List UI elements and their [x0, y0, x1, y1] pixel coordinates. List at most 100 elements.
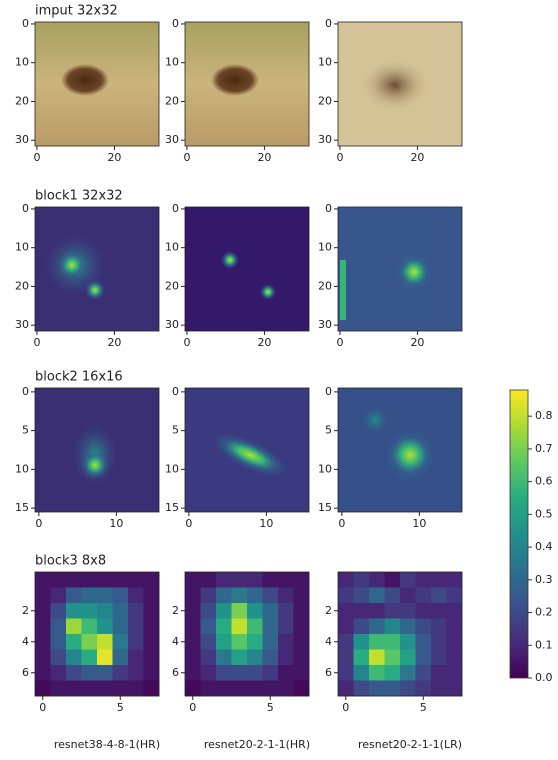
heatmap-cell: [263, 619, 279, 635]
y-tick-label: 10: [15, 56, 29, 69]
heatmap-cell: [144, 603, 160, 619]
colorbar-tick-label: 0.1: [535, 638, 553, 651]
y-tick-label: 0: [325, 385, 332, 398]
heatmap-cell: [278, 619, 294, 635]
y-tick-label: 30: [15, 133, 29, 146]
y-tick-label: 0: [325, 202, 332, 215]
heatmap-cell: [385, 681, 401, 697]
heatmap-cell: [369, 650, 385, 666]
heatmap-cell: [128, 634, 144, 650]
heatmap-cell: [66, 619, 82, 635]
heatmap-cell: [66, 665, 82, 681]
heatmap-cell: [400, 665, 416, 681]
heatmap-cell: [294, 572, 310, 588]
x-tick-label: 0: [33, 336, 40, 349]
heatmap-cell: [431, 634, 447, 650]
row-title: block3 8x8: [35, 554, 106, 569]
x-tick-label: 0: [35, 517, 42, 530]
y-tick-label: 2: [22, 604, 29, 617]
heatmap-cell: [447, 619, 463, 635]
heatmap-cell: [82, 619, 98, 635]
heatmap-cell: [216, 603, 232, 619]
heatmap-cell: [447, 634, 463, 650]
y-tick-label: 20: [318, 279, 332, 292]
x-tick-label: 20: [410, 336, 424, 349]
heatmap-cell: [144, 681, 160, 697]
y-tick-label: 4: [325, 635, 332, 648]
y-tick-label: 30: [15, 318, 29, 331]
heatmap-cell: [51, 681, 67, 697]
heatmap-cell: [113, 681, 129, 697]
heatmap-cell: [232, 650, 248, 666]
heatmap-cell: [263, 665, 279, 681]
column-label: resnet20-2-1-1(LR): [358, 738, 462, 751]
heatmap-cell: [247, 572, 263, 588]
heatmap-cell: [278, 603, 294, 619]
y-tick-label: 20: [165, 94, 179, 107]
heatmap-cell: [113, 665, 129, 681]
x-tick-label: 0: [342, 701, 349, 714]
heatmap-cell: [431, 681, 447, 697]
x-tick-label: 0: [189, 701, 196, 714]
heatmap-cell: [113, 634, 129, 650]
x-tick-label: 0: [183, 336, 190, 349]
heatmap-cell: [144, 634, 160, 650]
heatmap-cell: [385, 634, 401, 650]
heatmap-cell: [263, 681, 279, 697]
colorbar-tick-label: 0.5: [535, 507, 553, 520]
y-tick-label: 6: [325, 666, 332, 679]
heatmap-cell: [369, 619, 385, 635]
heatmap-cell: [66, 681, 82, 697]
heatmap-cell: [82, 603, 98, 619]
heatmap-cell: [416, 681, 432, 697]
x-tick-label: 10: [109, 517, 123, 530]
heatmap-cell: [185, 588, 201, 604]
heatmap-cell: [263, 634, 279, 650]
heatmap-cell: [294, 681, 310, 697]
y-tick-label: 0: [172, 202, 179, 215]
heatmap-cell: [82, 681, 98, 697]
y-tick-label: 10: [165, 241, 179, 254]
heatmap-cell: [294, 603, 310, 619]
heatmap-cell: [201, 603, 217, 619]
heatmap-cell: [216, 681, 232, 697]
heatmap-cell: [369, 665, 385, 681]
heatmap-cell: [51, 588, 67, 604]
heatmap-cell: [51, 665, 67, 681]
heatmap-cell: [128, 619, 144, 635]
heatmap-cell: [216, 588, 232, 604]
heatmap-cell: [97, 603, 113, 619]
x-tick-label: 0: [338, 517, 345, 530]
heatmap-cell: [97, 572, 113, 588]
heatmap-cell: [35, 665, 51, 681]
y-tick-label: 10: [165, 56, 179, 69]
heatmap-cell: [416, 572, 432, 588]
heatmap-cell: [247, 603, 263, 619]
heatmap-cell: [294, 665, 310, 681]
y-tick-label: 10: [165, 462, 179, 475]
heatmap-cell: [35, 634, 51, 650]
y-tick-label: 5: [325, 424, 332, 437]
y-tick-label: 10: [15, 462, 29, 475]
heatmap-cell: [185, 619, 201, 635]
colorbar: [510, 390, 528, 678]
heatmap-cell: [400, 603, 416, 619]
heatmap-cell: [51, 634, 67, 650]
heatmap-cell: [400, 634, 416, 650]
x-tick-label: 10: [412, 517, 426, 530]
heatmap-cell: [82, 634, 98, 650]
heatmap-cell: [447, 588, 463, 604]
colorbar-tick-label: 0.2: [535, 606, 553, 619]
heatmap-cell: [278, 665, 294, 681]
heatmap-cell: [294, 634, 310, 650]
heatmap-cell: [416, 634, 432, 650]
heatmap-cell: [201, 650, 217, 666]
heatmap-cell: [400, 572, 416, 588]
heatmap-cell: [232, 603, 248, 619]
y-tick-label: 5: [172, 424, 179, 437]
heatmap-cell: [113, 650, 129, 666]
y-tick-label: 0: [22, 17, 29, 30]
heatmap-cell: [232, 681, 248, 697]
heatmap-cell: [247, 650, 263, 666]
heatmap-cell: [82, 665, 98, 681]
